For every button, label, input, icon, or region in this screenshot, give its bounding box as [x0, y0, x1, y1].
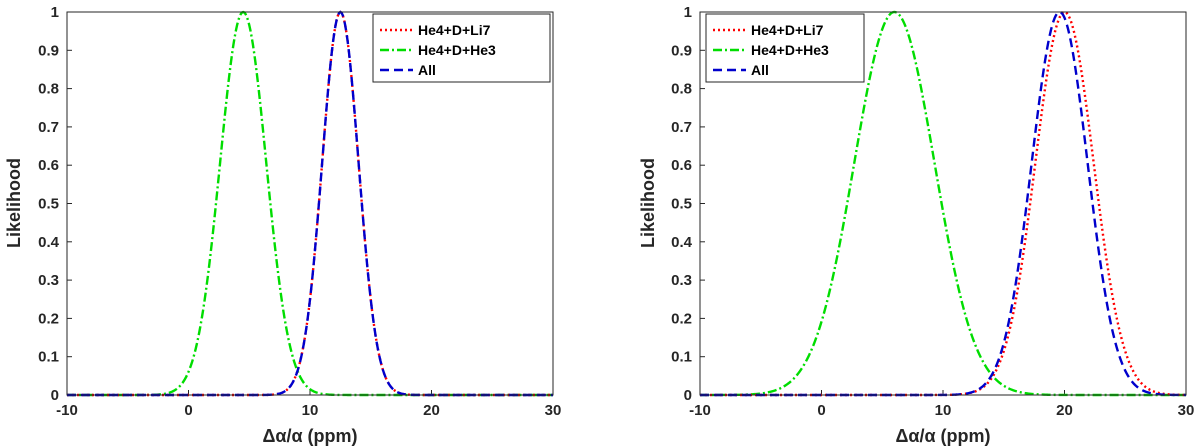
x-tick-label: 20	[1056, 402, 1073, 419]
y-tick-label: 0.4	[671, 234, 693, 251]
legend-label-2-2: All	[751, 62, 769, 78]
legend-label-1-0: He4+D+Li7	[418, 22, 491, 38]
y-tick-label: 0.3	[38, 272, 59, 289]
x-tick-label: 20	[423, 402, 440, 419]
x-axis-label-1: Δα/α (ppm)	[262, 426, 357, 446]
axes-box-1	[66, 11, 554, 396]
y-tick-label: 0.9	[671, 42, 692, 59]
y-tick-label: 0.5	[38, 196, 59, 213]
y-tick-label: 0.7	[671, 119, 692, 136]
y-tick-label: 0.7	[38, 119, 59, 136]
y-tick-label: 0	[51, 387, 59, 404]
y-axis-label-2: Likelihood	[638, 158, 658, 248]
y-tick-label: 1	[51, 4, 59, 21]
y-tick-label: 0.1	[671, 349, 692, 366]
x-tick-label: 30	[1178, 402, 1195, 419]
y-tick-label: 0	[684, 387, 692, 404]
legend-2: He4+D+Li7 He4+D+He3 All	[705, 13, 865, 83]
y-tick-label: 0.2	[38, 310, 59, 327]
y-tick-label: 1	[684, 4, 692, 21]
y-tick-label: 0.3	[671, 272, 692, 289]
legend-label-1-2: All	[418, 62, 436, 78]
y-tick-label: 0.9	[38, 42, 59, 59]
y-tick-label: 0.6	[671, 157, 692, 174]
chart-panel-1: -10 0 10 20 3000.10.20.30.40.50.60.70.80.91 …	[4, 4, 561, 446]
x-tick-label: -10	[56, 402, 78, 419]
y-tick-label: 0.8	[671, 81, 692, 98]
axes-box-2	[699, 11, 1187, 396]
x-tick-label: 30	[545, 402, 562, 419]
x-tick-label: 10	[302, 402, 319, 419]
x-axis-label-2: Δα/α (ppm)	[895, 426, 990, 446]
x-tick-label: 0	[817, 402, 825, 419]
x-tick-label: 0	[184, 402, 192, 419]
y-tick-label: 0.4	[38, 234, 60, 251]
y-axis-label-1: Likelihood	[4, 158, 24, 248]
legend-1: He4+D+Li7 He4+D+He3 All	[372, 13, 551, 83]
y-tick-label: 0.2	[671, 310, 692, 327]
y-tick-label: 0.8	[38, 81, 59, 98]
legend-label-1-1: He4+D+He3	[418, 42, 496, 58]
legend-label-2-0: He4+D+Li7	[751, 22, 824, 38]
y-tick-label: 0.6	[38, 157, 59, 174]
legend-label-2-1: He4+D+He3	[751, 42, 829, 58]
x-tick-label: 10	[935, 402, 952, 419]
chart-panel-2: -10 0 10 20 3000.10.20.30.40.50.60.70.80.91 …	[638, 4, 1194, 446]
x-tick-label: -10	[689, 402, 711, 419]
y-tick-label: 0.5	[671, 196, 692, 213]
y-tick-label: 0.1	[38, 349, 59, 366]
